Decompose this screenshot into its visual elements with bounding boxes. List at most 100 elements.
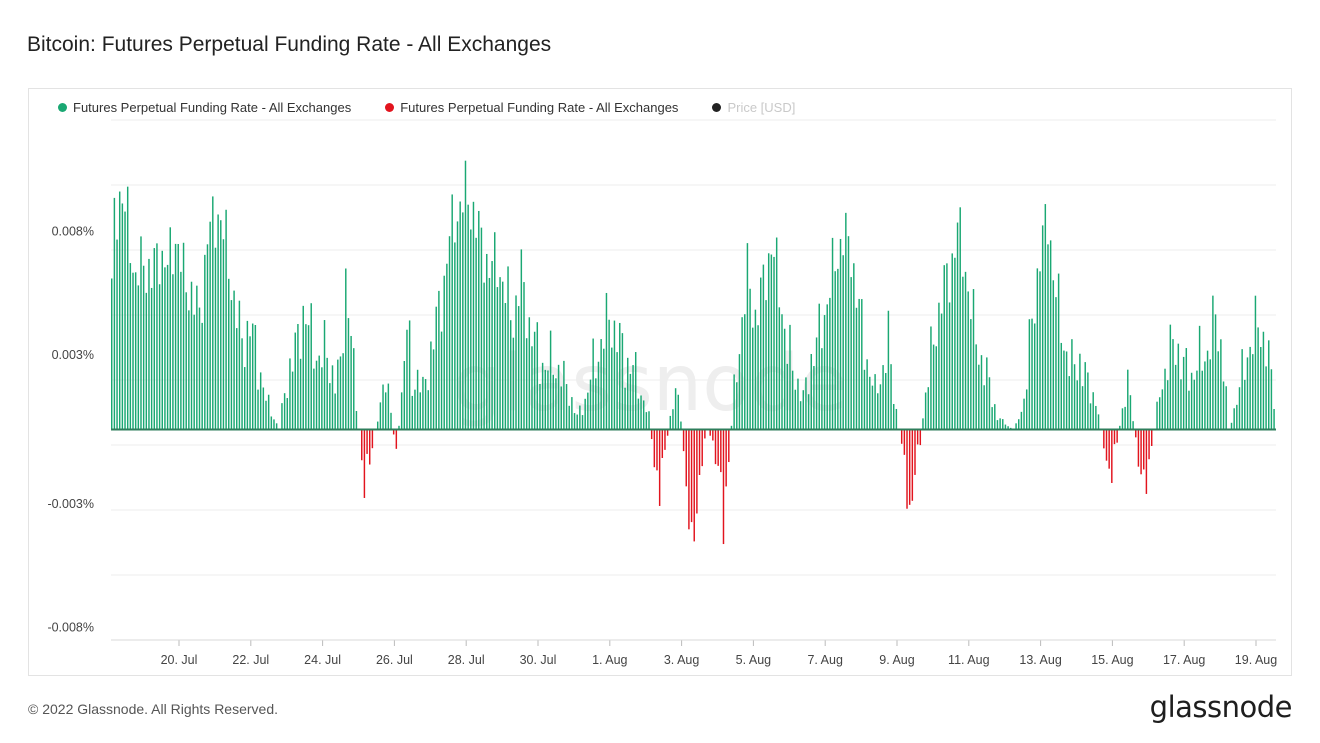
- bar-positive[interactable]: [571, 397, 573, 430]
- bar-positive[interactable]: [994, 404, 996, 430]
- bar-positive[interactable]: [1198, 325, 1201, 430]
- bar-positive[interactable]: [895, 408, 898, 430]
- bar-positive[interactable]: [882, 365, 884, 430]
- bar-positive[interactable]: [948, 302, 951, 430]
- bar-positive[interactable]: [262, 387, 265, 430]
- bar-positive[interactable]: [956, 222, 959, 430]
- bar-positive[interactable]: [501, 281, 504, 430]
- bar-positive[interactable]: [922, 418, 924, 430]
- bar-positive[interactable]: [605, 292, 608, 430]
- bar-negative[interactable]: [717, 429, 719, 466]
- bar-positive[interactable]: [770, 254, 773, 430]
- bar-positive[interactable]: [515, 295, 517, 430]
- bar-negative[interactable]: [709, 429, 711, 436]
- bar-positive[interactable]: [198, 307, 201, 430]
- bar-positive[interactable]: [1052, 280, 1055, 430]
- bar-positive[interactable]: [456, 221, 459, 430]
- bar-positive[interactable]: [863, 369, 866, 430]
- bar-positive[interactable]: [757, 325, 759, 430]
- bar-positive[interactable]: [645, 412, 648, 430]
- bar-positive[interactable]: [337, 359, 339, 430]
- bar-positive[interactable]: [1124, 406, 1126, 430]
- bar-positive[interactable]: [169, 227, 171, 430]
- bar-positive[interactable]: [1193, 379, 1196, 430]
- bar-negative[interactable]: [698, 429, 701, 475]
- bar-positive[interactable]: [874, 374, 876, 430]
- bar-positive[interactable]: [959, 207, 961, 430]
- bar-positive[interactable]: [632, 365, 634, 430]
- bar-positive[interactable]: [613, 320, 616, 430]
- bar-negative[interactable]: [693, 429, 695, 542]
- bar-positive[interactable]: [446, 263, 448, 430]
- bar-negative[interactable]: [1150, 429, 1153, 446]
- bar-positive[interactable]: [129, 263, 132, 430]
- bar-positive[interactable]: [935, 346, 937, 430]
- bar-positive[interactable]: [480, 227, 483, 430]
- bar-positive[interactable]: [634, 352, 637, 430]
- bar-positive[interactable]: [1084, 362, 1086, 430]
- bar-positive[interactable]: [1185, 348, 1188, 430]
- bar-negative[interactable]: [900, 429, 903, 444]
- bar-negative[interactable]: [704, 429, 706, 439]
- bar-positive[interactable]: [1119, 425, 1121, 430]
- bar-positive[interactable]: [156, 243, 158, 430]
- bar-positive[interactable]: [629, 373, 632, 430]
- bar-positive[interactable]: [1055, 297, 1057, 430]
- bar-positive[interactable]: [509, 320, 512, 430]
- bar-positive[interactable]: [318, 355, 320, 430]
- bar-negative[interactable]: [1143, 429, 1145, 470]
- bar-positive[interactable]: [1129, 395, 1132, 430]
- bar-positive[interactable]: [1081, 386, 1084, 430]
- bar-positive[interactable]: [1127, 369, 1129, 430]
- bar-positive[interactable]: [286, 398, 289, 430]
- bar-negative[interactable]: [914, 429, 916, 475]
- bar-positive[interactable]: [275, 423, 278, 430]
- bar-negative[interactable]: [1148, 429, 1150, 460]
- bar-positive[interactable]: [206, 244, 209, 430]
- legend-item-positive[interactable]: Futures Perpetual Funding Rate - All Exc…: [58, 100, 351, 115]
- bar-positive[interactable]: [376, 421, 379, 430]
- bar-positive[interactable]: [1268, 340, 1270, 430]
- bar-positive[interactable]: [472, 201, 475, 430]
- bar-negative[interactable]: [656, 429, 658, 471]
- bar-positive[interactable]: [752, 327, 754, 430]
- bar-positive[interactable]: [924, 392, 927, 430]
- bar-negative[interactable]: [1145, 429, 1148, 494]
- bar-negative[interactable]: [911, 429, 914, 501]
- bar-positive[interactable]: [520, 249, 523, 430]
- bar-positive[interactable]: [576, 414, 578, 430]
- bar-positive[interactable]: [616, 352, 618, 430]
- bar-positive[interactable]: [786, 363, 789, 430]
- bar-positive[interactable]: [243, 367, 246, 430]
- bar-positive[interactable]: [180, 271, 182, 430]
- bar-positive[interactable]: [313, 368, 315, 430]
- bar-positive[interactable]: [805, 377, 807, 430]
- bar-positive[interactable]: [116, 239, 118, 430]
- bar-positive[interactable]: [1036, 268, 1039, 430]
- bar-positive[interactable]: [595, 378, 597, 430]
- bar-negative[interactable]: [690, 429, 693, 523]
- bar-positive[interactable]: [1015, 423, 1017, 430]
- bar-positive[interactable]: [1241, 349, 1243, 430]
- bar-positive[interactable]: [265, 400, 267, 430]
- bar-positive[interactable]: [837, 268, 839, 430]
- bar-positive[interactable]: [440, 331, 443, 430]
- bar-positive[interactable]: [111, 278, 113, 430]
- bar-positive[interactable]: [730, 425, 733, 430]
- bar-positive[interactable]: [531, 346, 533, 430]
- bar-positive[interactable]: [557, 364, 560, 430]
- bar-positive[interactable]: [193, 314, 195, 430]
- bar-positive[interactable]: [589, 379, 592, 430]
- bar-positive[interactable]: [1121, 408, 1124, 430]
- bar-positive[interactable]: [539, 383, 541, 430]
- bar-positive[interactable]: [789, 324, 791, 430]
- bar-positive[interactable]: [672, 409, 674, 430]
- bar-positive[interactable]: [238, 300, 241, 430]
- legend-item-price[interactable]: Price [USD]: [712, 100, 795, 115]
- bar-positive[interactable]: [754, 309, 757, 430]
- bar-positive[interactable]: [124, 211, 126, 430]
- bar-positive[interactable]: [478, 210, 480, 430]
- bar-negative[interactable]: [1113, 429, 1116, 445]
- bar-positive[interactable]: [121, 203, 124, 430]
